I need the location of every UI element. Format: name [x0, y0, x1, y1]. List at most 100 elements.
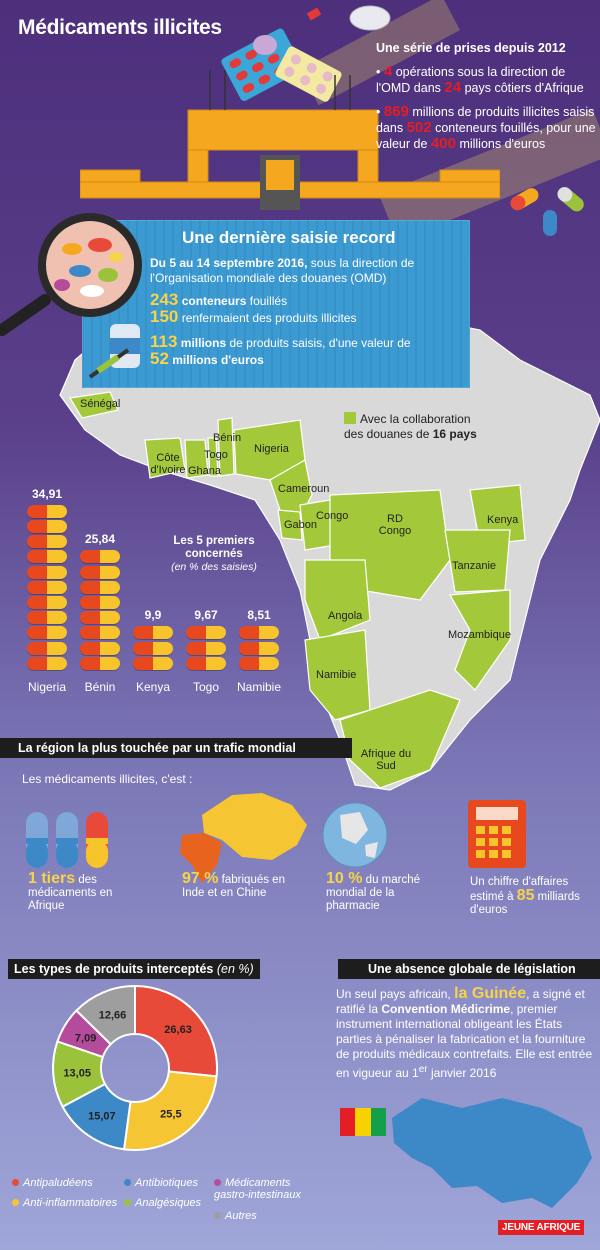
country-ghana — [184, 439, 209, 479]
bar-pill-namibie — [239, 626, 279, 640]
stat-one-third: 1 tiers des médicaments en Afrique — [28, 870, 113, 913]
legend-autres: Autres — [214, 1210, 257, 1222]
bar-pill-kenya — [133, 656, 173, 670]
guinea-map — [392, 1098, 592, 1208]
country-namibie — [304, 629, 371, 721]
bar-value-togo: 9,67 — [194, 608, 218, 623]
donut-slice-label: 12,66 — [99, 1010, 127, 1022]
label-rd-congo: RD Congo — [378, 513, 412, 537]
magnifier-pills-icon — [0, 213, 142, 336]
india-china-map-icon — [180, 793, 307, 883]
legend-green-swatch — [344, 412, 356, 424]
label-namibie: Namibie — [316, 669, 357, 681]
bar-value-bénin: 25,84 — [84, 532, 116, 547]
calculator-icon — [468, 800, 526, 868]
bar-pill-nigeria — [27, 656, 67, 670]
country-angola — [304, 559, 371, 641]
donut-slice — [122, 1070, 218, 1151]
bar-pill-bénin — [80, 565, 120, 579]
top5-bar-chart — [0, 0, 600, 1]
label-kenya: Kenya — [487, 514, 519, 526]
bar-pill-togo — [186, 626, 226, 640]
port-crane-illustration — [80, 5, 500, 210]
stat-world-market: 10 % du marché mondial de la pharmacie — [326, 870, 421, 913]
label-gabon: Gabon — [284, 519, 318, 531]
bar-pill-togo — [186, 656, 226, 670]
bar-label-nigeria: Nigeria — [27, 680, 66, 694]
legend-gastro: Médicaments gastro-intestinaux — [214, 1177, 301, 1201]
bar-value-kenya: 9,9 — [144, 608, 162, 623]
page-title: Médicaments illicites — [18, 16, 222, 39]
bar-pill-nigeria — [27, 641, 67, 655]
record-seizure-panel: Une dernière saisie record Du 5 au 14 se… — [82, 220, 470, 388]
bar-pill-nigeria — [27, 550, 67, 564]
bar-pill-bénin — [80, 641, 120, 655]
label-tanzanie: Tanzanie — [452, 560, 497, 572]
country-togo — [207, 437, 219, 477]
country-senegal — [69, 391, 119, 419]
section-global-trafficking: La région la plus touchée par un trafic … — [0, 738, 352, 758]
capsules-third-icon — [26, 812, 108, 868]
bar-pill-namibie — [239, 656, 279, 670]
label-togo: Togo — [204, 449, 228, 461]
label-senegal: Sénégal — [80, 398, 121, 410]
legend-antipaludeens: Antipaludéens — [12, 1177, 93, 1189]
label-cameroun: Cameroun — [278, 483, 330, 495]
intro-item-1: • 4 opérations sous la direction de l'OM… — [376, 63, 584, 96]
label-nigeria: Nigeria — [254, 443, 289, 455]
map-legend: Avec la collaboration des douanes de 16 … — [344, 412, 477, 441]
bar-pill-nigeria — [27, 596, 67, 609]
bar-pill-namibie — [239, 641, 279, 655]
section-legislation: Une absence globale de législation — [338, 959, 600, 979]
donut-slice-label: 7,09 — [75, 1033, 96, 1045]
bar-pill-togo — [186, 641, 226, 655]
globe-icon — [322, 802, 388, 868]
legend-anti-inflammatoires: Anti-inflammatoires — [12, 1197, 117, 1209]
brand-logo: JEUNE AFRIQUE — [498, 1220, 585, 1235]
syringe-bottle-icon — [88, 324, 140, 379]
label-benin: Bénin — [213, 432, 242, 444]
donut-slice — [75, 984, 136, 1046]
donut-slice — [134, 984, 218, 1078]
section-product-types: Les types de produits interceptés (en %) — [8, 959, 260, 979]
stat-turnover: Un chiffre d'affaires estimé à 85 millia… — [470, 876, 580, 916]
country-gabon — [277, 509, 303, 541]
bar-pill-nigeria — [27, 626, 67, 640]
label-afrique-du-sud: Afrique du Sud — [360, 748, 412, 772]
label-congo: Congo — [316, 510, 349, 522]
bar-pill-nigeria — [27, 520, 67, 533]
label-ghana: Ghana — [188, 465, 222, 477]
bar-pill-bénin — [80, 656, 120, 670]
label-angola: Angola — [328, 610, 363, 622]
legend-analgesiques: Analgésiques — [124, 1197, 201, 1209]
bar-value-namibie: 8,51 — [247, 608, 271, 623]
donut-slice-label: 13,05 — [63, 1068, 91, 1080]
bar-pill-bénin — [80, 611, 120, 625]
guinea-flag — [340, 1108, 386, 1136]
top5-title: Les 5 premiers concernés (en % des saisi… — [171, 535, 257, 573]
bar-pill-nigeria — [27, 535, 67, 549]
bar-pill-nigeria — [27, 565, 67, 579]
label-mozambique: Mozambique — [448, 629, 511, 641]
legislation-text: Un seul pays africain, la Guinée, a sign… — [336, 985, 593, 1081]
country-mozambique — [449, 589, 511, 691]
bar-pill-bénin — [80, 550, 120, 564]
record-title: Une dernière saisie record — [182, 228, 396, 247]
bar-pill-bénin — [80, 626, 120, 640]
donut-slice-label: 26,63 — [164, 1024, 192, 1036]
intro-item-2: • 869 millions de produits illicites sai… — [376, 103, 596, 152]
record-body: Du 5 au 14 septembre 2016, sous la direc… — [150, 256, 415, 368]
intro-heading: Une série de prises depuis 2012 — [376, 41, 566, 55]
legend-antibiotiques: Antibiotiques — [124, 1177, 198, 1189]
bar-pill-bénin — [80, 596, 120, 609]
bar-label-namibie: Namibie — [236, 680, 281, 694]
intro-panel: Une série de prises depuis 2012 • 4 opér… — [376, 40, 598, 160]
donut-slice-label: 25,5 — [160, 1109, 181, 1121]
stat-india-china: 97 % fabriqués en Inde et en Chine — [182, 870, 285, 900]
bar-label-bénin: Bénin — [84, 680, 116, 694]
capsules-illustration — [510, 187, 584, 236]
bar-pill-kenya — [133, 641, 173, 655]
bar-pill-nigeria — [27, 611, 67, 625]
